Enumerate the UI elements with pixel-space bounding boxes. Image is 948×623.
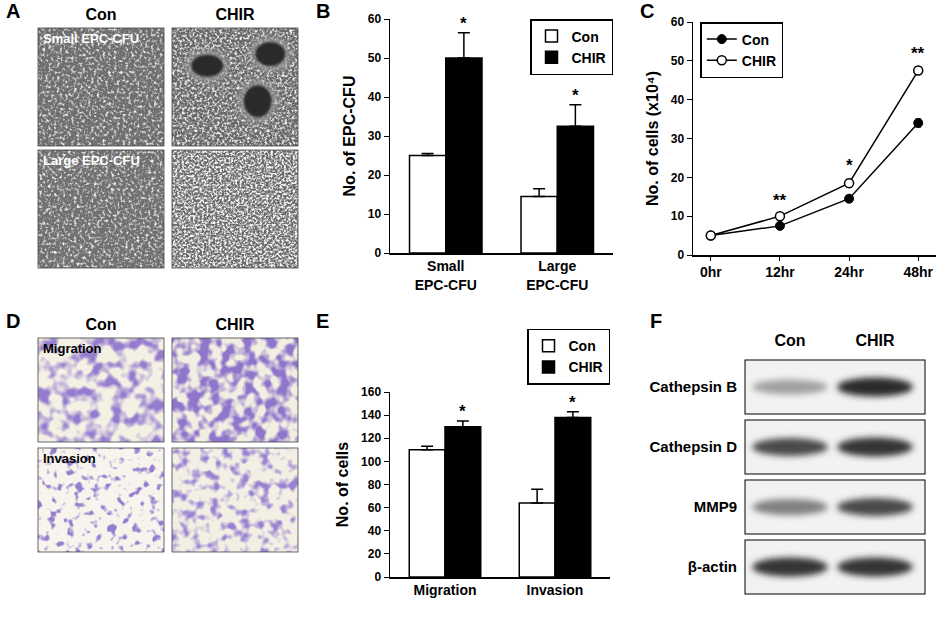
- svg-text:50: 50: [671, 54, 685, 68]
- svg-text:*: *: [460, 14, 467, 33]
- svg-text:12hr: 12hr: [765, 264, 795, 280]
- svg-text:A: A: [6, 0, 20, 22]
- svg-text:Small EPC-CFU: Small EPC-CFU: [43, 31, 139, 46]
- svg-text:B: B: [316, 0, 330, 22]
- svg-text:Migration: Migration: [43, 341, 102, 356]
- svg-text:F: F: [650, 310, 662, 332]
- svg-text:30: 30: [671, 132, 685, 146]
- svg-text:Con: Con: [569, 338, 596, 354]
- svg-text:D: D: [6, 310, 20, 332]
- svg-text:MMP9: MMP9: [694, 498, 737, 515]
- svg-text:120: 120: [361, 431, 381, 445]
- svg-text:Migration: Migration: [414, 582, 477, 598]
- svg-text:50: 50: [368, 51, 382, 65]
- svg-text:48hr: 48hr: [903, 264, 933, 280]
- svg-text:*: *: [459, 402, 466, 421]
- svg-text:60: 60: [671, 15, 685, 29]
- svg-text:*: *: [572, 86, 579, 105]
- svg-text:60: 60: [368, 12, 382, 26]
- svg-text:No. of EPC-CFU: No. of EPC-CFU: [341, 76, 358, 197]
- svg-text:140: 140: [361, 408, 381, 422]
- svg-text:10: 10: [671, 209, 685, 223]
- svg-text:0: 0: [374, 246, 381, 260]
- svg-text:CHIR: CHIR: [569, 359, 603, 375]
- svg-text:Invasion: Invasion: [43, 451, 96, 466]
- svg-text:No. of cells: No. of cells: [334, 442, 351, 527]
- svg-text:*: *: [569, 393, 576, 412]
- svg-text:40: 40: [368, 524, 382, 538]
- svg-text:Con: Con: [742, 32, 769, 48]
- svg-text:40: 40: [368, 90, 382, 104]
- svg-text:0: 0: [374, 570, 381, 584]
- svg-text:C: C: [640, 0, 654, 22]
- svg-text:*: *: [846, 156, 853, 175]
- svg-text:20: 20: [368, 547, 382, 561]
- svg-text:CHIR: CHIR: [215, 316, 255, 333]
- svg-text:CHIR: CHIR: [572, 50, 606, 66]
- svg-text:β-actin: β-actin: [688, 558, 737, 575]
- svg-text:LargeEPC-CFU: LargeEPC-CFU: [526, 258, 588, 292]
- svg-text:CHIR: CHIR: [742, 53, 776, 69]
- svg-text:Invasion: Invasion: [527, 582, 584, 598]
- svg-text:Con: Con: [774, 332, 805, 349]
- svg-text:40: 40: [671, 93, 685, 107]
- svg-text:20: 20: [368, 168, 382, 182]
- svg-text:24hr: 24hr: [834, 264, 864, 280]
- svg-text:30: 30: [368, 129, 382, 143]
- svg-text:80: 80: [368, 478, 382, 492]
- svg-text:SmallEPC-CFU: SmallEPC-CFU: [415, 258, 477, 292]
- svg-text:20: 20: [671, 171, 685, 185]
- svg-text:Cathepsin B: Cathepsin B: [649, 378, 737, 395]
- svg-text:10: 10: [368, 207, 382, 221]
- svg-text:Con: Con: [85, 316, 116, 333]
- svg-text:160: 160: [361, 385, 381, 399]
- svg-text:0hr: 0hr: [700, 264, 722, 280]
- svg-text:0: 0: [677, 248, 684, 262]
- svg-text:**: **: [773, 191, 787, 210]
- svg-text:60: 60: [368, 501, 382, 515]
- svg-text:100: 100: [361, 455, 381, 469]
- svg-text:CHIR: CHIR: [855, 332, 895, 349]
- svg-text:No. of cells (x10⁴): No. of cells (x10⁴): [644, 71, 661, 206]
- svg-text:Large EPC-CFU: Large EPC-CFU: [43, 153, 140, 168]
- svg-text:Cathepsin D: Cathepsin D: [649, 438, 737, 455]
- svg-text:Con: Con: [572, 29, 599, 45]
- svg-text:**: **: [911, 44, 925, 63]
- svg-text:Con: Con: [85, 6, 116, 23]
- svg-text:CHIR: CHIR: [215, 6, 255, 23]
- svg-text:E: E: [316, 310, 329, 332]
